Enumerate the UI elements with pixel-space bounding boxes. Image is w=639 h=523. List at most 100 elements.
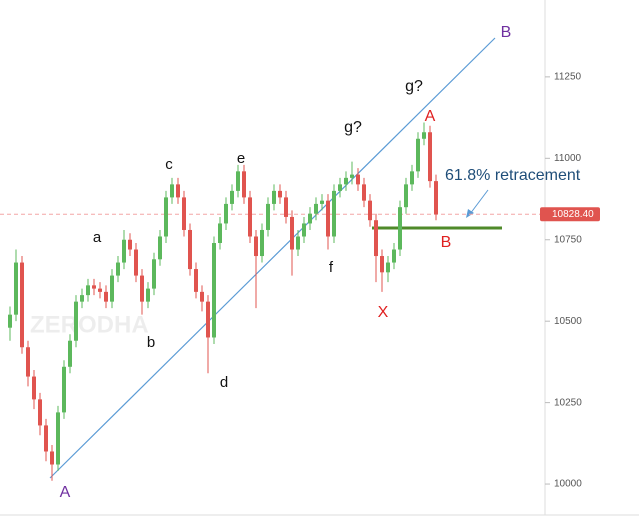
candle-body <box>290 216 294 250</box>
annotation: B <box>441 234 452 251</box>
candle-body <box>362 184 366 201</box>
candle-body <box>134 249 138 276</box>
candle-body <box>332 190 336 237</box>
candle-body <box>116 262 120 276</box>
candle-body <box>110 275 114 302</box>
candle-body <box>170 184 174 198</box>
candle-body <box>194 269 198 292</box>
candle-body <box>338 184 342 191</box>
candle-body <box>374 220 378 257</box>
candle-body <box>266 203 270 230</box>
candle-body <box>140 275 144 302</box>
candle-body <box>434 181 438 215</box>
candle-body <box>26 347 30 377</box>
trend-line <box>49 37 496 479</box>
candle-body <box>212 243 216 338</box>
candle-body <box>368 200 372 221</box>
candle-body <box>182 197 186 230</box>
price-tag <box>540 207 600 222</box>
candle-body <box>404 184 408 208</box>
annotation: 61.8% retracement <box>445 167 581 184</box>
candle-body <box>296 236 300 250</box>
annotation: X <box>378 304 389 321</box>
annotation: c <box>165 156 173 173</box>
candle-body <box>344 177 348 185</box>
candle-body <box>242 171 246 198</box>
candle-body <box>92 285 96 289</box>
annotation: f <box>329 259 334 276</box>
candle-body <box>50 451 54 465</box>
candle-body <box>302 223 306 237</box>
candle-body <box>74 301 78 341</box>
candle-body <box>56 412 60 465</box>
candle-body <box>8 314 12 328</box>
candle-body <box>200 291 204 302</box>
annotation: g? <box>405 78 423 95</box>
candle-body <box>152 259 156 289</box>
candle-body <box>14 262 18 315</box>
candle-body <box>356 174 360 185</box>
candle-body <box>350 174 354 178</box>
candle-body <box>380 256 384 273</box>
candle-body <box>272 190 276 204</box>
candle-body <box>254 236 258 257</box>
candle-body <box>392 249 396 263</box>
candle-body <box>308 213 312 224</box>
candle-body <box>146 288 150 302</box>
candle-body <box>62 366 66 413</box>
y-tick-label: 10250 <box>554 397 582 408</box>
candle-body <box>410 171 414 185</box>
y-tick-label: 10750 <box>554 234 582 245</box>
y-tick-label: 11250 <box>554 72 582 83</box>
y-tick-label: 11000 <box>554 153 582 164</box>
arrow-head <box>466 209 474 218</box>
candle-body <box>20 262 24 348</box>
y-tick-label: 10500 <box>554 316 582 327</box>
candle-body <box>68 340 72 367</box>
candle-body <box>38 399 42 426</box>
annotation: g? <box>344 119 362 136</box>
candle-body <box>86 285 90 296</box>
candle-body <box>98 288 102 292</box>
price-label: 10828.40 <box>552 209 594 220</box>
candle-body <box>422 132 426 139</box>
candle-body <box>44 425 48 452</box>
candle-body <box>122 239 126 263</box>
candle-body <box>230 190 234 204</box>
candle-body <box>206 301 210 338</box>
annotation: d <box>220 374 228 391</box>
candle-body <box>188 229 192 270</box>
candle-body <box>326 200 330 237</box>
watermark: ZERODHA <box>30 311 149 338</box>
candle-body <box>32 376 36 400</box>
candle-body <box>284 197 288 217</box>
candle-body <box>386 262 390 273</box>
candle-body <box>164 197 168 237</box>
annotation: A <box>60 484 71 501</box>
candle-body <box>320 200 324 204</box>
candle-body <box>104 291 108 302</box>
candle-body <box>278 190 282 198</box>
candle-body <box>260 229 264 257</box>
candle-body <box>224 203 228 224</box>
candle-body <box>248 197 252 237</box>
annotation: e <box>237 150 245 167</box>
arrow <box>469 189 489 215</box>
candle-body <box>80 295 84 302</box>
annotation: a <box>93 229 102 246</box>
candle-body <box>128 239 132 250</box>
candle-body <box>314 203 318 214</box>
annotation: A <box>425 108 436 125</box>
y-tick-label: 10000 <box>554 479 582 490</box>
candle-body <box>236 171 240 191</box>
candle-body <box>158 236 162 260</box>
candle-body <box>398 207 402 250</box>
candle-body <box>218 223 222 244</box>
candle-body <box>176 184 180 198</box>
candle-body <box>416 138 420 172</box>
annotation: b <box>147 334 155 351</box>
candle-body <box>428 132 432 182</box>
